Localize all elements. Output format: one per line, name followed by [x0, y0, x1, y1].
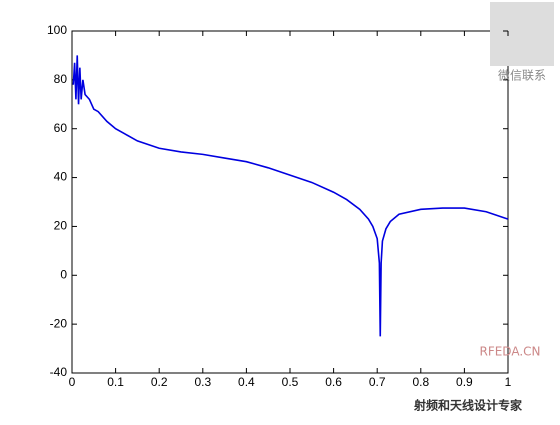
y-tick-label: 20: [54, 219, 68, 233]
x-tick-label: 0.6: [325, 375, 342, 389]
plot-area: [71, 30, 509, 374]
x-tick-label: 0.7: [369, 375, 386, 389]
y-tick-label: -40: [50, 365, 68, 379]
y-tick-label: 60: [54, 121, 68, 135]
x-tick-label: 0.4: [238, 375, 255, 389]
x-tick-label: 1: [505, 375, 512, 389]
y-tick-label: 0: [60, 267, 67, 281]
y-tick-label: 100: [47, 23, 67, 37]
y-tick-label: 80: [54, 72, 68, 86]
x-tick-label: 0.1: [107, 375, 124, 389]
x-tick-label: 0: [69, 375, 76, 389]
x-tick-label: 0.8: [412, 375, 429, 389]
watermark: 射频和天线设计专家: [413, 398, 523, 413]
watermark: RFEDA.CN: [479, 345, 540, 359]
y-tick-label: -20: [50, 316, 68, 330]
qr-code: [490, 2, 554, 66]
x-tick-label: 0.9: [456, 375, 473, 389]
x-tick-label: 0.3: [194, 375, 211, 389]
x-tick-label: 0.2: [151, 375, 168, 389]
line: [72, 55, 509, 337]
watermark: 微信联系: [498, 69, 546, 83]
y-tick-label: 40: [54, 170, 68, 184]
x-tick-label: 0.5: [282, 375, 299, 389]
